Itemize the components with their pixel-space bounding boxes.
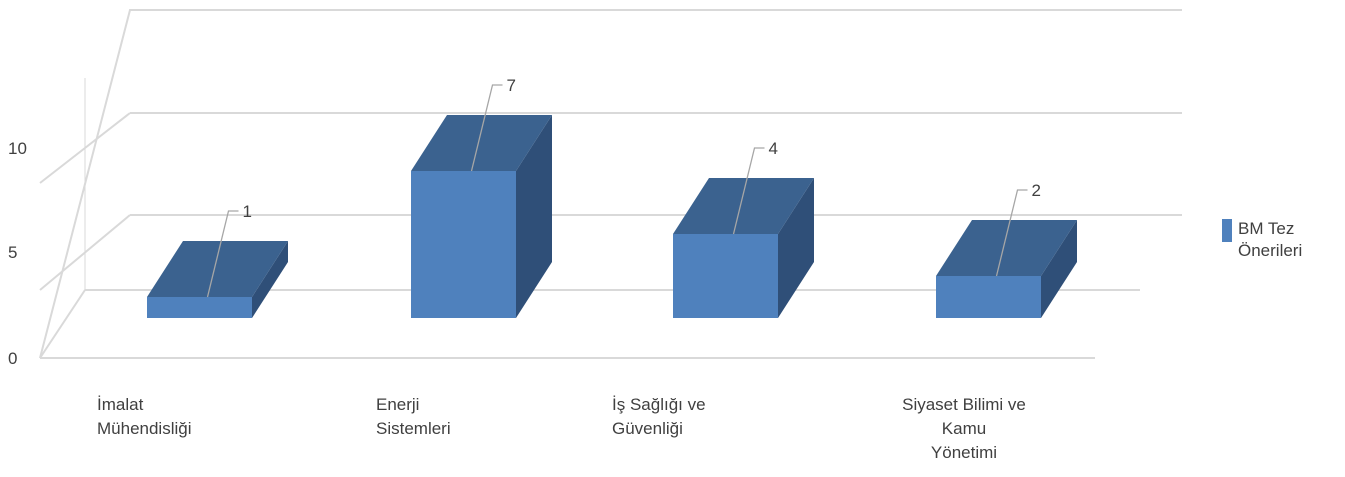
y-tick-label: 5 bbox=[8, 243, 17, 262]
x-tick-label: Siyaset Bilimi ve bbox=[902, 395, 1026, 414]
bar-top-face bbox=[411, 115, 552, 171]
bar bbox=[147, 297, 252, 318]
x-tick-label: Yönetimi bbox=[931, 443, 997, 462]
x-tick-label: İmalat bbox=[97, 395, 144, 414]
legend-swatch bbox=[1222, 219, 1232, 242]
data-label-leader bbox=[470, 84, 503, 172]
x-tick-label: Güvenliği bbox=[612, 419, 683, 438]
data-label-leader bbox=[206, 210, 239, 298]
wall-gridline bbox=[39, 214, 131, 291]
bar bbox=[411, 171, 516, 318]
x-tick-label: Enerji bbox=[376, 395, 419, 414]
bar-side-face bbox=[778, 178, 814, 318]
y-tick-label: 10 bbox=[8, 139, 27, 158]
data-label: 2 bbox=[1032, 181, 1041, 200]
bar bbox=[673, 234, 778, 318]
legend-label: Önerileri bbox=[1238, 241, 1302, 260]
y-tick-label: 0 bbox=[8, 349, 17, 368]
wall-floor-edge bbox=[39, 289, 86, 359]
bar-side-face bbox=[252, 241, 288, 318]
bar bbox=[936, 276, 1041, 318]
bar-top-face bbox=[936, 220, 1077, 276]
bar-top-face bbox=[147, 241, 288, 297]
x-tick-label: Mühendisliği bbox=[97, 419, 192, 438]
wall-gridline bbox=[39, 112, 131, 184]
data-label-leader bbox=[732, 147, 765, 235]
x-tick-label: Kamu bbox=[942, 419, 986, 438]
bar-side-face bbox=[516, 115, 552, 318]
data-label: 1 bbox=[243, 202, 252, 221]
bar-side-face bbox=[1041, 220, 1077, 318]
data-label: 7 bbox=[507, 76, 516, 95]
data-label-leader bbox=[995, 189, 1028, 277]
x-tick-label: Sistemleri bbox=[376, 419, 451, 438]
data-label: 4 bbox=[769, 139, 778, 158]
legend-label: BM Tez bbox=[1238, 219, 1294, 238]
bar-top-face bbox=[673, 178, 814, 234]
x-tick-label: İş Sağlığı ve bbox=[612, 395, 706, 414]
